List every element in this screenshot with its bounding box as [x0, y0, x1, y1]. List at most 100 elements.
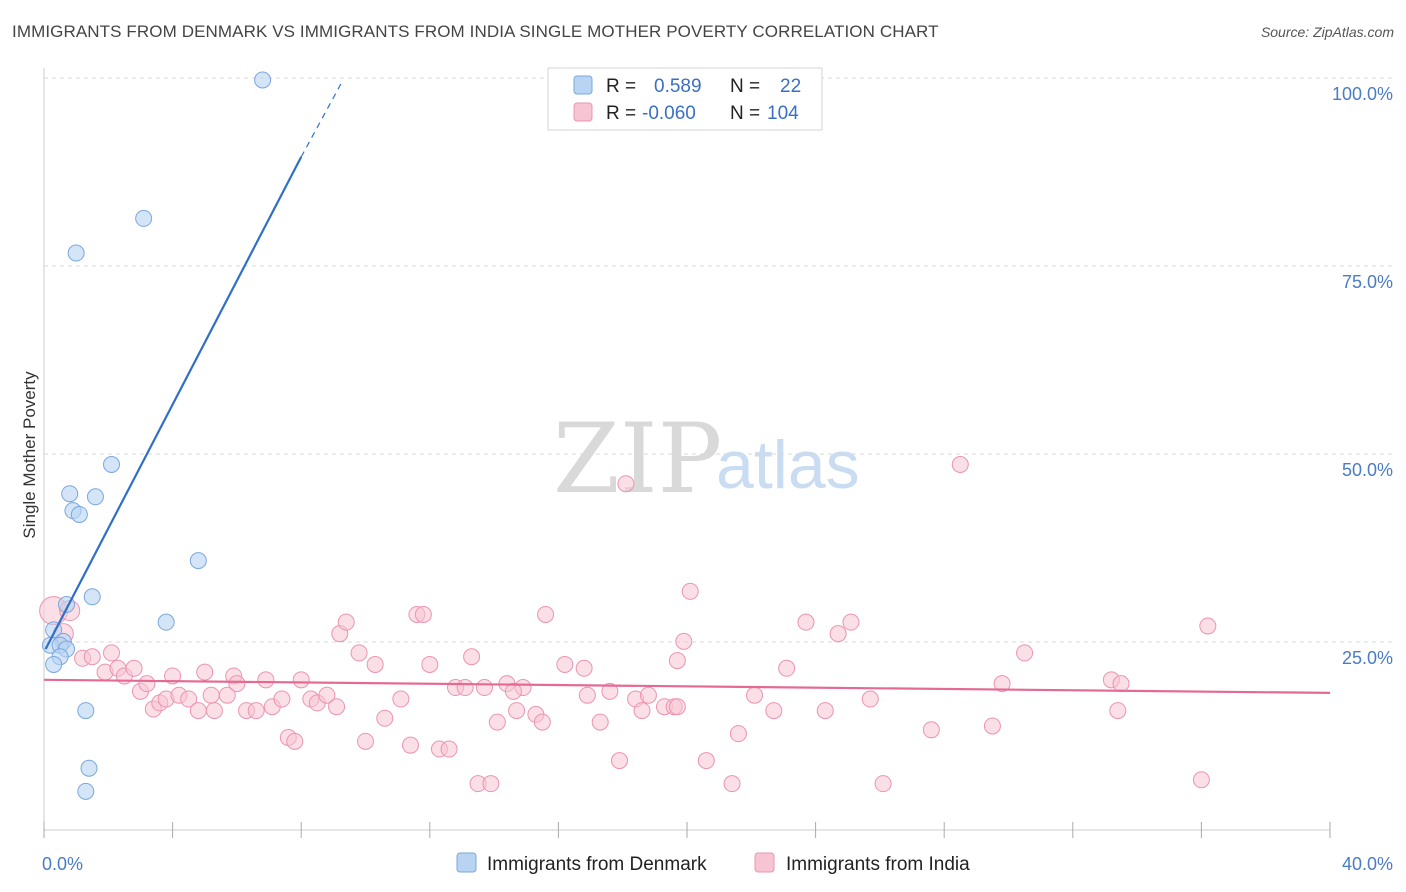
india-point — [729, 725, 747, 743]
denmark-point — [67, 244, 85, 262]
india-point — [675, 632, 693, 650]
india-point — [639, 686, 657, 704]
india-point — [797, 613, 815, 631]
watermark-zip: ZIP — [553, 403, 722, 515]
india-point — [286, 732, 304, 750]
india-point — [350, 644, 368, 662]
watermark-atlas: atlas — [716, 427, 860, 503]
india-point — [922, 721, 940, 739]
trend-lines — [43, 79, 1331, 694]
x-tick-labels: 0.0% 40.0% — [42, 854, 1393, 874]
india-point — [951, 456, 969, 473]
legend-india-label: Immigrants from India — [786, 854, 970, 875]
india-point — [591, 713, 609, 731]
denmark-point — [83, 588, 101, 606]
denmark-point — [254, 71, 272, 89]
denmark-point — [77, 702, 95, 720]
india-trend-line — [43, 678, 1331, 694]
india-point — [575, 659, 593, 677]
india-point — [697, 752, 715, 770]
india-n-value: 104 — [767, 103, 799, 124]
india-point — [829, 625, 847, 643]
x-tick-marks — [43, 822, 1331, 838]
india-point — [578, 686, 596, 704]
india-point — [765, 702, 783, 720]
india-point — [681, 582, 699, 600]
x-tick-label: 0.0% — [42, 854, 83, 874]
india-point — [421, 655, 439, 673]
india-point — [537, 605, 555, 623]
denmark-n-label: N = — [730, 76, 760, 97]
india-point — [392, 690, 410, 708]
india-point — [318, 686, 336, 704]
india-point — [842, 613, 860, 631]
india-point — [617, 475, 635, 493]
india-r-value: -0.060 — [642, 103, 696, 124]
denmark-point — [103, 456, 121, 473]
denmark-point — [189, 552, 207, 570]
india-point — [202, 686, 220, 704]
india-swatch — [573, 102, 593, 122]
india-point — [218, 686, 236, 704]
india-point — [533, 713, 551, 731]
india-point — [366, 655, 384, 673]
watermark: ZIP atlas — [553, 403, 860, 515]
india-point — [196, 663, 214, 681]
y-tick-label: 100.0% — [1332, 84, 1393, 104]
stats-legend: R = 0.589 N = 22 R = -0.060 N = 104 — [547, 67, 823, 131]
india-point — [861, 690, 879, 708]
india-point — [1016, 644, 1034, 662]
y-tick-labels: 25.0% 50.0% 75.0% 100.0% — [1332, 84, 1393, 668]
india-series — [39, 456, 1217, 793]
india-point — [164, 667, 182, 685]
india-point — [556, 655, 574, 673]
legend-denmark-swatch — [456, 852, 477, 873]
india-point — [816, 702, 834, 720]
denmark-n-value: 22 — [780, 76, 801, 97]
denmark-r-label: R = — [606, 76, 636, 97]
india-point — [376, 709, 394, 727]
india-point — [1192, 771, 1210, 789]
denmark-point — [86, 488, 104, 506]
india-point — [668, 652, 686, 670]
india-point — [189, 702, 207, 720]
y-axis-label: Single Mother Poverty — [20, 371, 39, 539]
india-point — [83, 648, 101, 666]
denmark-point — [45, 655, 63, 673]
legend-india-swatch — [754, 852, 775, 873]
india-point — [292, 671, 310, 689]
india-point — [1109, 702, 1127, 720]
india-point — [402, 736, 420, 754]
denmark-swatch — [573, 75, 593, 95]
india-point — [257, 671, 275, 689]
india-point — [138, 675, 156, 693]
denmark-trend-extension — [300, 79, 344, 158]
india-point — [456, 679, 474, 697]
india-point — [601, 682, 619, 700]
india-point — [273, 690, 291, 708]
stats-legend-box — [547, 67, 823, 131]
india-point — [1199, 617, 1217, 635]
legend-denmark-label: Immigrants from Denmark — [487, 854, 707, 875]
india-point — [337, 613, 355, 631]
y-tick-label: 50.0% — [1342, 460, 1393, 480]
india-point — [475, 679, 493, 697]
india-point — [357, 732, 374, 750]
india-point — [180, 690, 198, 708]
y-tick-label: 75.0% — [1342, 272, 1393, 292]
source-credit: Source: ZipAtlas.com — [1260, 24, 1394, 40]
india-point — [463, 648, 481, 666]
india-point — [482, 775, 500, 793]
denmark-point — [61, 485, 79, 503]
denmark-r-value: 0.589 — [654, 76, 702, 97]
india-r-label: R = — [606, 103, 636, 124]
denmark-trend-line — [44, 156, 303, 650]
india-point — [723, 775, 741, 793]
india-point — [247, 702, 265, 720]
india-point — [414, 605, 432, 623]
india-point — [610, 752, 628, 770]
india-point — [778, 659, 796, 677]
india-point — [205, 702, 223, 720]
india-point — [508, 702, 526, 720]
